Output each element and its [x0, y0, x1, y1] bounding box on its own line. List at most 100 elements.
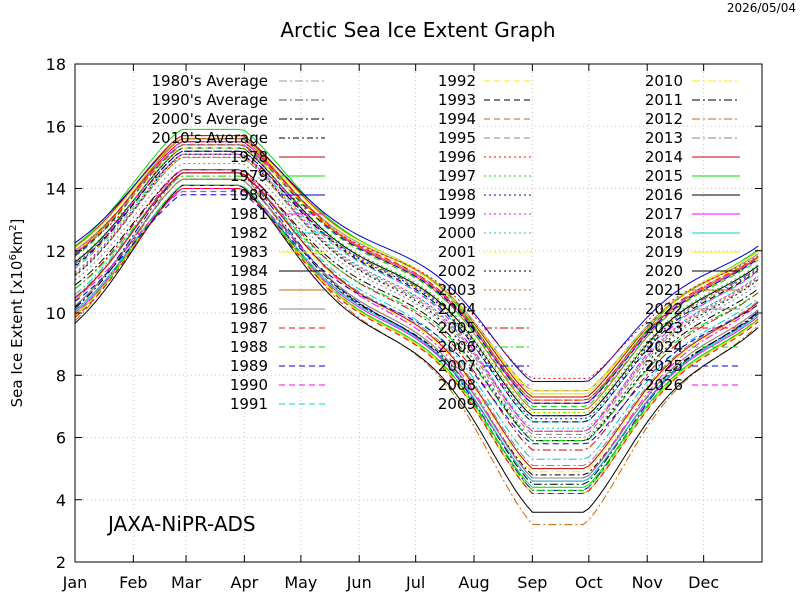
- legend-label: 1987: [230, 319, 268, 337]
- axes: 2 4 6 8 10 12 14 16 18 Jan Feb Mar Apr May Jun Jul Aug Se…: [46, 55, 763, 592]
- y-tick-label: 10: [46, 304, 66, 323]
- legend-label: 1990: [230, 376, 268, 394]
- legend-label: 2001: [438, 243, 476, 261]
- legend-label: 2002: [438, 262, 476, 280]
- series-line-2004: [74, 163, 759, 438]
- legend-label: 1980: [230, 186, 268, 204]
- legend-label: 2005: [438, 319, 476, 337]
- y-axis-label-mid: km: [8, 231, 26, 254]
- legend-label: 2009: [438, 395, 476, 413]
- legend-label: 1982: [230, 224, 268, 242]
- x-tick-label: Jul: [405, 573, 425, 592]
- legend-label: 1985: [230, 281, 268, 299]
- legend-label: 1981: [230, 205, 268, 223]
- legend-label: 1992: [438, 72, 476, 90]
- series-line-2003: [74, 156, 759, 432]
- x-tick-label: Mar: [171, 573, 202, 592]
- legend-label: 2018: [645, 224, 683, 242]
- y-tick-label: 16: [46, 117, 66, 136]
- legend-label: 2025: [645, 357, 683, 375]
- series-line-1992: [74, 147, 759, 392]
- y-tick-label: 8: [56, 366, 66, 385]
- y-axis-label-text: Sea Ice Extent [x10: [8, 261, 26, 408]
- y-tick-label: 12: [46, 242, 66, 261]
- x-tick-label: Sep: [517, 573, 547, 592]
- series-line-1990: [74, 144, 759, 432]
- legend-label: 2008: [438, 376, 476, 394]
- series-line-2024: [74, 184, 759, 491]
- legend-label: 1980's Average: [152, 72, 268, 90]
- y-axis-label-end: ]: [8, 219, 26, 225]
- series-line-1995: [74, 156, 759, 435]
- legend-label: 2010's Average: [152, 129, 268, 147]
- y-tick-label: 6: [56, 429, 66, 448]
- series-line-1999: [74, 153, 759, 432]
- legend-label: 2011: [645, 91, 683, 109]
- legend-label: 2016: [645, 186, 683, 204]
- legend-label: 1978: [230, 148, 268, 166]
- series-line-2023: [74, 188, 759, 494]
- legend-label: 1998: [438, 186, 476, 204]
- legend-label: 2006: [438, 338, 476, 356]
- legend-label: 2010: [645, 72, 683, 90]
- legend-label: 2015: [645, 167, 683, 185]
- series-line-1987: [74, 141, 759, 401]
- legend-label: 1979: [230, 167, 268, 185]
- series-line-1998: [74, 150, 759, 420]
- x-tick-label: Aug: [458, 573, 489, 592]
- legend-label: 2023: [645, 319, 683, 337]
- legend-label: 2019: [645, 243, 683, 261]
- legend-label: 1989: [230, 357, 268, 375]
- series-line-1984: [74, 147, 759, 417]
- legend-label: 1993: [438, 91, 476, 109]
- legend-label: 2013: [645, 129, 683, 147]
- x-tick-label: Feb: [119, 573, 147, 592]
- legend-label: 2000: [438, 224, 476, 242]
- legend-label: 1994: [438, 110, 476, 128]
- legend-label: 2003: [438, 281, 476, 299]
- legend-label: 2007: [438, 357, 476, 375]
- legend-label: 1991: [230, 395, 268, 413]
- x-tick-label: Apr: [231, 573, 259, 592]
- legend-label: 1990's Average: [152, 91, 268, 109]
- legend-label: 2004: [438, 300, 476, 318]
- watermark: JAXA-NiPR-ADS: [106, 512, 256, 536]
- series-line-2006: [74, 175, 759, 442]
- x-tick-label: Oct: [575, 573, 603, 592]
- y-axis-label-sup2: 2: [8, 224, 19, 230]
- legend-label: 2014: [645, 148, 683, 166]
- series-line-2012: [74, 172, 759, 526]
- legend-label: 2024: [645, 338, 683, 356]
- legend-label: 1986: [230, 300, 268, 318]
- legend-label: 2026: [645, 376, 683, 394]
- chart-title: Arctic Sea Ice Extent Graph: [280, 18, 555, 42]
- series-lines: [74, 128, 759, 526]
- series-line-2014: [74, 172, 759, 470]
- series-line-1993: [74, 150, 759, 423]
- legend-label: 1997: [438, 167, 476, 185]
- x-tick-label: May: [284, 573, 317, 592]
- x-tick-label: Dec: [688, 573, 719, 592]
- x-tick-label: Nov: [632, 573, 663, 592]
- series-line-2022: [74, 178, 759, 479]
- series-line-1994: [74, 144, 759, 401]
- series-line-2009: [74, 172, 759, 460]
- plot-border: [74, 63, 763, 563]
- legend-label: 2020: [645, 262, 683, 280]
- date-stamp: 2026/05/04: [727, 1, 796, 15]
- y-axis-label: Sea Ice Extent [x106km2]: [8, 219, 26, 408]
- legend-label: 2017: [645, 205, 683, 223]
- series-line-2026: [74, 191, 307, 299]
- legend-label: 1995: [438, 129, 476, 147]
- y-axis-label-sup1: 6: [8, 254, 19, 260]
- y-tick-label: 14: [46, 180, 66, 199]
- legend-label: 2000's Average: [152, 110, 268, 128]
- y-tick-label: 18: [46, 55, 66, 74]
- legend-label: 1983: [230, 243, 268, 261]
- legend-label: 1984: [230, 262, 268, 280]
- series-line-2005: [74, 169, 759, 451]
- legend-label: 2012: [645, 110, 683, 128]
- x-tick-label: Jun: [346, 573, 372, 592]
- series-line-2025: [74, 194, 759, 445]
